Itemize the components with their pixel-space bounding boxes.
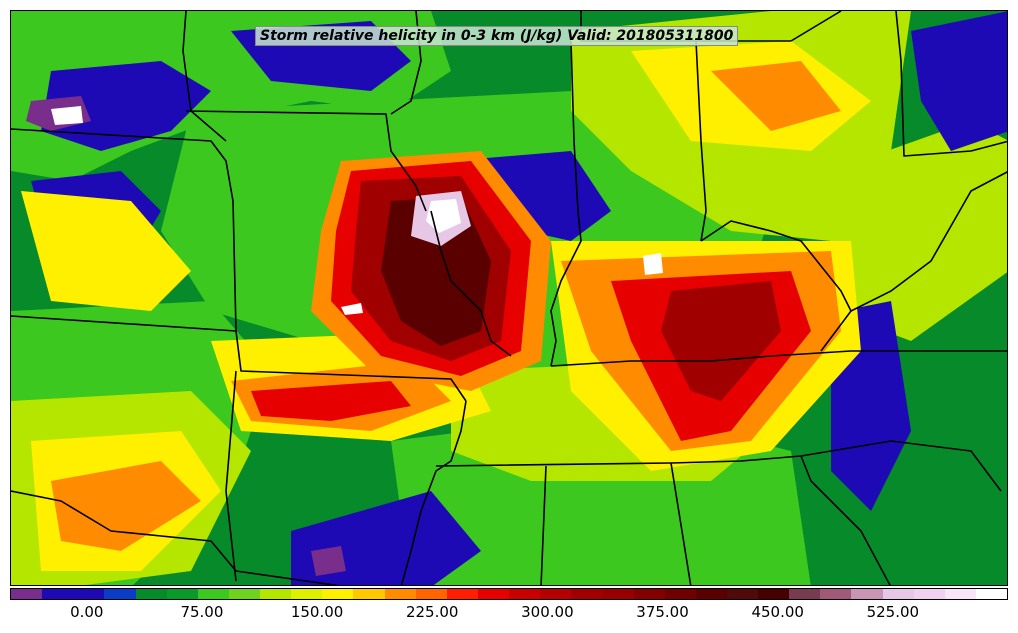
colorbar-segment-25	[789, 589, 821, 599]
field-dred-east	[661, 281, 781, 401]
colorbar	[10, 588, 1008, 600]
colorbar-segment-15	[477, 589, 509, 599]
colorbar-segment-13	[415, 589, 447, 599]
colorbar-tick-label: 225.00	[405, 603, 459, 621]
colorbar-segment-0	[11, 589, 43, 599]
colorbar-segment-1	[42, 589, 74, 599]
state-line-15	[550, 40, 582, 367]
state-line-17	[695, 40, 707, 242]
colorbar-segment-18	[571, 589, 603, 599]
field-red-central	[251, 381, 411, 421]
colorbar-segment-8	[260, 589, 292, 599]
colorbar-segment-7	[228, 589, 260, 599]
colorbar-segment-17	[540, 589, 572, 599]
state-line-3	[182, 11, 227, 142]
colorbar-segment-29	[913, 589, 945, 599]
state-line-21	[850, 171, 1007, 312]
colorbar-segment-11	[353, 589, 385, 599]
colorbar-segment-20	[633, 589, 665, 599]
colorbar-segment-27	[851, 589, 883, 599]
field-blue-farnortheast	[911, 11, 1007, 151]
state-line-4	[185, 110, 427, 212]
colorbar-segment-5	[166, 589, 198, 599]
colorbar-tick-label: 150.00	[290, 603, 344, 621]
state-line-22	[790, 11, 842, 42]
colorbar-segment-23	[726, 589, 758, 599]
colorbar-segment-3	[104, 589, 136, 599]
colorbar-segment-6	[197, 589, 229, 599]
colorbar-tick-labels: 0.00 75.00 150.00 225.00 300.00 375.00 450.00 5…	[10, 603, 1008, 623]
map-title: Storm relative helicity in 0-3 km (J/kg)…	[255, 26, 739, 46]
colorbar-segment-28	[882, 589, 914, 599]
colorbar-segment-26	[820, 589, 852, 599]
state-line-7	[11, 490, 340, 585]
colorbar-segment-19	[602, 589, 634, 599]
colorbar-segment-30	[944, 589, 976, 599]
colorbar-tick-label: 0.00	[70, 603, 104, 621]
map-panel: Storm relative helicity in 0-3 km (J/kg)…	[10, 10, 1008, 586]
state-line-16	[550, 350, 1007, 367]
field-orange-northeast	[711, 61, 841, 131]
colorbar-segment-2	[73, 589, 105, 599]
colorbar-segment-10	[322, 589, 354, 599]
helicity-map	[11, 11, 1007, 585]
state-boundaries	[11, 11, 1007, 585]
state-line-8	[430, 210, 512, 357]
state-line-6	[225, 370, 237, 582]
field-orange-southwest	[51, 461, 201, 551]
state-line-10	[435, 450, 832, 467]
colorbar-segment-12	[384, 589, 416, 599]
colorbar-tick-label: 450.00	[751, 603, 804, 621]
state-line-1	[11, 128, 237, 332]
field-white-east	[643, 253, 663, 275]
field-white-northwest	[51, 106, 83, 125]
field-neg-southwest	[311, 546, 346, 576]
colorbar-segment-24	[758, 589, 790, 599]
colorbar-segment-14	[446, 589, 478, 599]
state-line-20	[895, 11, 1007, 157]
colorbar-segment-22	[695, 589, 727, 599]
colorbar-segment-16	[509, 589, 541, 599]
colorbar-tick-label: 525.00	[866, 603, 920, 621]
state-line-9	[400, 400, 467, 585]
colorbar-segment-4	[135, 589, 167, 599]
state-line-11	[540, 465, 547, 585]
colorbar-tick-label: 375.00	[636, 603, 689, 621]
state-line-2	[11, 315, 467, 402]
field-lgreen-east	[831, 121, 1007, 341]
colorbar-segment-21	[664, 589, 696, 599]
colorbar-tick-label: 300.00	[521, 603, 574, 621]
state-line-12	[670, 462, 692, 585]
colorbar-tick-label: 75.00	[180, 603, 224, 621]
state-line-14	[830, 440, 1002, 492]
state-line-13	[800, 455, 891, 585]
field-yellow-west	[21, 191, 191, 311]
field-white-small-west	[341, 303, 363, 315]
field-blue-northwest	[41, 61, 211, 151]
field-maroon-core	[381, 196, 491, 346]
colorbar-segment-31	[975, 589, 1007, 599]
colorbar-segment-9	[291, 589, 323, 599]
